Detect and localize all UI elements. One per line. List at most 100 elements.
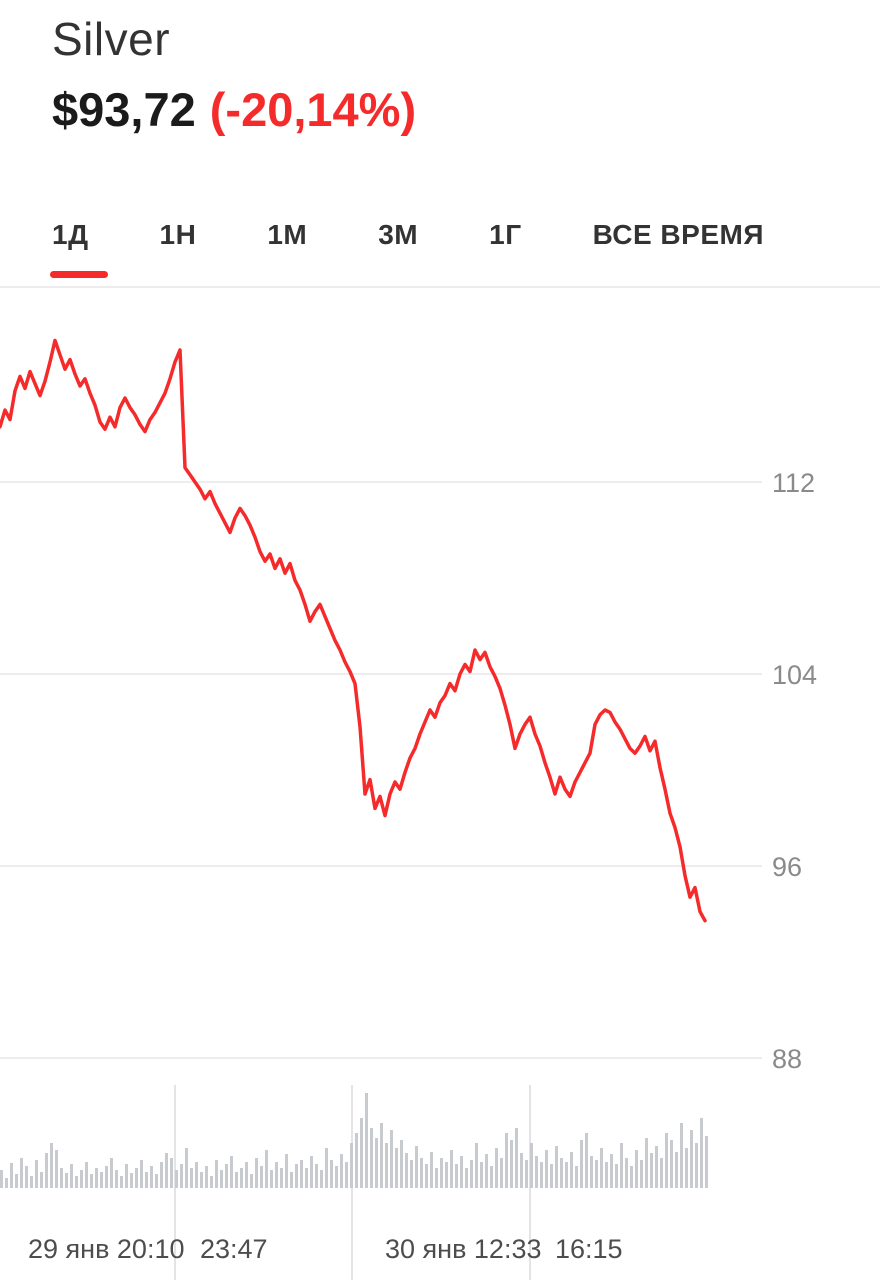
volume-bar [220, 1170, 223, 1188]
volume-bar [440, 1158, 443, 1188]
volume-bar [450, 1150, 453, 1188]
volume-bar [275, 1162, 278, 1188]
y-axis-label: 96 [772, 852, 802, 882]
volume-bar [110, 1158, 113, 1188]
volume-bar [170, 1158, 173, 1188]
volume-bar [290, 1172, 293, 1188]
volume-bar [420, 1158, 423, 1188]
volume-bar [560, 1158, 563, 1188]
volume-bar [20, 1158, 23, 1188]
volume-bar [245, 1162, 248, 1188]
volume-bar [405, 1153, 408, 1188]
volume-bar [690, 1130, 693, 1188]
volume-bar [465, 1168, 468, 1188]
volume-bar [665, 1133, 668, 1188]
volume-bar [570, 1152, 573, 1188]
y-axis-label: 112 [772, 468, 815, 498]
volume-bar [265, 1150, 268, 1188]
period-tab-1w[interactable]: 1Н [160, 192, 197, 278]
volume-bar [460, 1156, 463, 1188]
volume-bar [610, 1154, 613, 1188]
volume-bar [155, 1174, 158, 1188]
volume-bar [115, 1170, 118, 1188]
volume-bar [385, 1143, 388, 1188]
volume-bar [65, 1173, 68, 1188]
volume-bar [585, 1133, 588, 1188]
volume-bar [310, 1156, 313, 1188]
volume-bar [645, 1138, 648, 1188]
price-row: $93,72 (-20,14%) [52, 82, 416, 137]
volume-bar [330, 1160, 333, 1188]
volume-bar [25, 1166, 28, 1188]
volume-bar [345, 1162, 348, 1188]
volume-bar [230, 1156, 233, 1188]
volume-bar [655, 1146, 658, 1188]
volume-bar [130, 1173, 133, 1188]
volume-bar [485, 1154, 488, 1188]
volume-bar [685, 1148, 688, 1188]
volume-bar [660, 1158, 663, 1188]
volume-bar [75, 1176, 78, 1188]
volume-bar [335, 1166, 338, 1188]
volume-bar [60, 1168, 63, 1188]
volume-bar [125, 1164, 128, 1188]
volume-bar [540, 1162, 543, 1188]
period-tab-1d[interactable]: 1Д [50, 192, 108, 278]
volume-bar [545, 1150, 548, 1188]
x-axis-label: 29 янв 20:10 [28, 1234, 184, 1264]
volume-bar [315, 1164, 318, 1188]
volume-bar [180, 1164, 183, 1188]
volume-bar [260, 1166, 263, 1188]
volume-bar [70, 1164, 73, 1188]
volume-bar [595, 1160, 598, 1188]
volume-bar [85, 1162, 88, 1188]
volume-bar [700, 1118, 703, 1188]
volume-bar [205, 1166, 208, 1188]
volume-bar [430, 1152, 433, 1188]
instrument-title: Silver [52, 13, 171, 65]
volume-bar [380, 1123, 383, 1188]
volume-bar [295, 1164, 298, 1188]
price-line [0, 338, 707, 923]
volume-bar [625, 1158, 628, 1188]
volume-bar [340, 1154, 343, 1188]
price-change-percent: (-20,14%) [209, 83, 417, 136]
volume-bar [360, 1118, 363, 1188]
volume-bar [410, 1160, 413, 1188]
volume-bar [365, 1093, 368, 1188]
period-tab-1y[interactable]: 1Г [489, 192, 521, 278]
volume-bar [35, 1160, 38, 1188]
volume-bar [135, 1168, 138, 1188]
volume-bar [105, 1166, 108, 1188]
volume-bar [255, 1158, 258, 1188]
volume-bar [215, 1160, 218, 1188]
volume-bar [90, 1174, 93, 1188]
volume-bar [640, 1160, 643, 1188]
volume-bar [280, 1168, 283, 1188]
volume-bar [435, 1168, 438, 1188]
volume-bar [145, 1172, 148, 1188]
volume-bar [565, 1162, 568, 1188]
volume-bar [305, 1168, 308, 1188]
period-tab-1m[interactable]: 1М [267, 192, 307, 278]
volume-bar [150, 1166, 153, 1188]
volume-bar [320, 1170, 323, 1188]
volume-bar [615, 1164, 618, 1188]
volume-bar [605, 1162, 608, 1188]
volume-bar [580, 1140, 583, 1188]
volume-bar [15, 1174, 18, 1188]
volume-bar [400, 1140, 403, 1188]
period-tab-3m[interactable]: 3М [378, 192, 418, 278]
volume-bar [5, 1178, 8, 1188]
volume-bar [525, 1160, 528, 1188]
volume-bar [120, 1176, 123, 1188]
volume-bar [40, 1172, 43, 1188]
volume-bar [680, 1123, 683, 1188]
volume-bar [520, 1153, 523, 1188]
volume-bar [490, 1166, 493, 1188]
volume-bar [190, 1168, 193, 1188]
volume-bar [470, 1160, 473, 1188]
volume-bar [235, 1172, 238, 1188]
period-tab-all[interactable]: ВСЕ ВРЕМЯ [593, 192, 764, 278]
